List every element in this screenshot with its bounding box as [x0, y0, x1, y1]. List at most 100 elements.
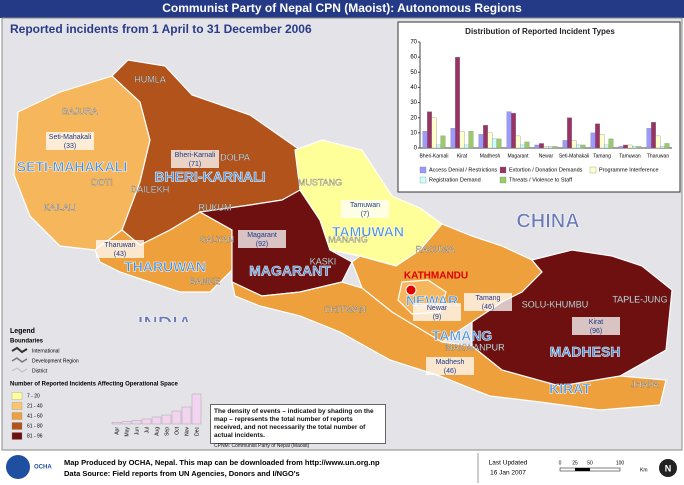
region-label-bg [46, 132, 94, 150]
region-name: THARUWAN [124, 259, 206, 275]
region-chart-label: Seti-Mahakali [49, 134, 92, 141]
region-count: (33) [64, 143, 76, 150]
region-chart-label: Newar [427, 305, 448, 312]
region-count: (71) [189, 161, 201, 168]
y-tick-label: 70 [410, 40, 417, 46]
bar [422, 131, 428, 149]
district-label: DAILEKH [131, 184, 170, 194]
region-label-bg [572, 317, 620, 335]
region-count: (46) [444, 368, 456, 375]
region-count: (96) [590, 328, 602, 335]
title-bar [0, 0, 684, 18]
bar [511, 113, 516, 149]
region-chart-label: Tamuwan [350, 202, 380, 209]
region-label-bg [341, 200, 389, 218]
region-name: KIRAT [549, 381, 591, 397]
region-name: MAGARANT [249, 263, 331, 279]
region-name: MADHESH [550, 344, 621, 360]
region-label-bg [171, 150, 219, 168]
scale-unit: Km [640, 467, 648, 473]
updated-label: Last Updated [489, 460, 528, 467]
inset-chart-title: Distribution of Reported Incident Types [465, 27, 615, 36]
boundary-symbol [11, 367, 28, 373]
region-name: TAMUWAN [332, 224, 404, 240]
monthly-bar [131, 420, 142, 425]
monthly-label: Apr [114, 427, 120, 435]
monthly-bar [171, 410, 182, 425]
legend-title: Legend [10, 328, 35, 335]
region-label-bg [238, 230, 286, 248]
bar [567, 117, 572, 149]
bar [455, 56, 460, 149]
legend-swatch [499, 166, 507, 174]
ocha-text: OCHA [34, 465, 52, 471]
district-label: RASUWA [415, 244, 454, 254]
bar [492, 138, 497, 149]
region-label-bg [426, 357, 474, 375]
y-tick-label: 10 [410, 130, 417, 136]
scale-label: 0 [559, 460, 562, 466]
bar [660, 146, 665, 149]
region-count: (7) [361, 211, 370, 218]
monthly-label: May [124, 427, 130, 437]
district-label: JHAPA [631, 379, 659, 389]
x-tick-label: Seti-Mahakali [559, 153, 589, 159]
class-label: 41 - 60 [27, 413, 43, 419]
y-tick-label: 0 [414, 146, 418, 152]
monthly-bar [121, 421, 132, 425]
bar [552, 146, 558, 149]
country-label: CHINA [516, 210, 579, 232]
bar [543, 146, 549, 149]
bar [627, 144, 633, 149]
region-chart-label: Magarant [247, 232, 277, 239]
bar [459, 131, 465, 149]
bar [496, 138, 502, 149]
y-tick-label: 20 [410, 115, 417, 121]
bar [464, 144, 469, 149]
class-label: 61 - 80 [27, 423, 43, 429]
x-tick-label: Tamuwan [619, 153, 641, 159]
y-tick-label: 30 [410, 100, 417, 106]
district-label: MUSTANG [298, 177, 342, 187]
region-chart-label: Kirat [589, 319, 603, 326]
monthly-bar [141, 418, 152, 425]
bar [436, 144, 441, 149]
district-label: BAJURA [62, 106, 98, 116]
bar [468, 131, 474, 149]
district-label: CHITWAN [324, 304, 366, 314]
bar [431, 117, 437, 149]
legend-label: Registration Demand [429, 177, 481, 183]
boundary-label: District [32, 368, 48, 374]
monthly-label: Sep [164, 427, 170, 436]
boundaries-title: Boundaries [10, 339, 44, 345]
bar [520, 144, 525, 149]
class-swatch [11, 392, 23, 400]
class-swatch [11, 432, 23, 440]
monthly-label: Oct [174, 426, 180, 434]
bar [506, 111, 512, 149]
district-label: MAKWANPUR [445, 342, 505, 352]
region-chart-label: Bheri-Karnali [175, 152, 216, 159]
bar [524, 141, 530, 149]
regions [13, 59, 673, 411]
monthly-label: Aug [154, 427, 160, 436]
monthly-bar [111, 422, 122, 425]
region-label-bg [464, 293, 512, 311]
district-label: MANANG [328, 234, 368, 244]
bar [599, 134, 605, 149]
map-labels: CHINAINDIAHUMLABAJURADOLPADOTIDAILEKHKAI… [17, 74, 668, 397]
region-name: SETI-MAHAKALI [17, 159, 127, 175]
region-name: TAMANG [432, 328, 493, 344]
x-tick-label: Tamang [593, 153, 611, 159]
region-chart-label: Tharuwan [104, 242, 135, 249]
bar [548, 146, 553, 149]
legend-label: Access Denial / Restrictions [429, 167, 497, 173]
district-label: RUKUM [199, 202, 232, 212]
legend-box [6, 322, 202, 448]
region-chart-label: Tamang [476, 295, 501, 302]
bar [478, 134, 484, 149]
district-label: KASKI [310, 256, 337, 266]
region-count: (46) [482, 304, 494, 311]
